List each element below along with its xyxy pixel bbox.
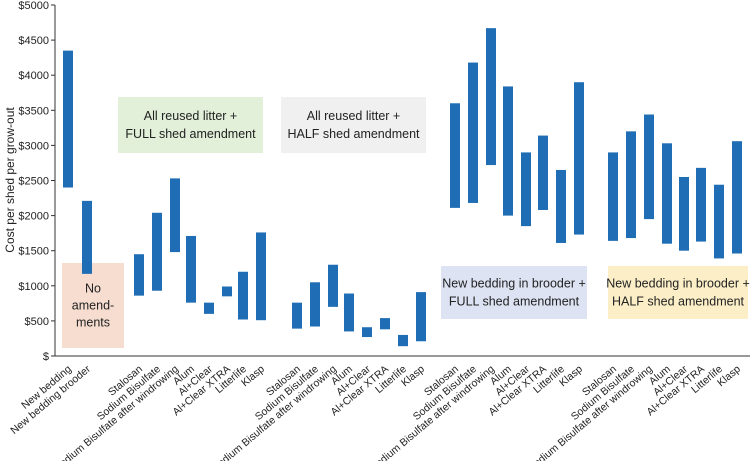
range-bar: [574, 82, 584, 235]
group-label: ments: [76, 316, 110, 330]
range-bar: [714, 184, 724, 259]
range-bar: [732, 141, 742, 254]
range-bar: [292, 302, 302, 329]
range-bar: [556, 169, 566, 243]
group-box: [608, 266, 748, 319]
annotation-boxes: No amend-ments All reused litter + FULL she…: [62, 97, 750, 348]
group-label: HALF shed amendment: [612, 295, 745, 309]
y-axis-label: Cost per shed per grow-out: [3, 107, 17, 253]
range-bar: [468, 62, 478, 203]
y-tick-label: $3000: [18, 140, 49, 152]
range-bar: [503, 86, 513, 216]
range-bar: [696, 167, 706, 242]
range-bar: [310, 282, 320, 327]
group-label: New bedding in brooder +: [606, 277, 750, 291]
y-tick-label: $3500: [18, 105, 49, 117]
y-tick-label: $1000: [18, 281, 49, 293]
y-tick-label: $4500: [18, 35, 49, 47]
group-label: FULL shed amendment: [125, 127, 256, 141]
y-tick-label: $2500: [18, 176, 49, 188]
range-bar: [538, 135, 548, 210]
group-box: [118, 97, 263, 153]
range-bar: [222, 286, 232, 297]
range-bar: [256, 232, 266, 321]
range-bar: [626, 131, 636, 239]
group-label: HALF shed amendment: [287, 127, 420, 141]
group-label: amend-: [72, 299, 114, 313]
range-bar: [662, 143, 672, 244]
range-bar: [644, 114, 654, 220]
range-bar: [170, 178, 180, 253]
range-bar: [238, 271, 248, 320]
group-label: No: [85, 282, 101, 296]
range-bars: [63, 28, 742, 347]
range-bar: [608, 152, 618, 241]
range-bar: [186, 235, 196, 303]
group-label: All reused litter +: [307, 109, 400, 123]
range-bar: [328, 264, 338, 307]
range-bar: [362, 327, 372, 338]
group-box: [281, 97, 426, 153]
group-label: All reused litter +: [144, 109, 237, 123]
range-bar: [134, 254, 144, 296]
range-bar: [521, 152, 531, 227]
y-tick-label: $4000: [18, 70, 49, 82]
group-box: [441, 266, 587, 319]
range-bar: [152, 212, 162, 291]
range-bar: [398, 334, 408, 347]
range-bar: [450, 103, 460, 208]
group-box: [62, 263, 124, 348]
y-tick-label: $5000: [18, 0, 49, 12]
y-tick-label: $500: [25, 316, 49, 328]
group-label: FULL shed amendment: [449, 295, 580, 309]
group-label: New bedding in brooder +: [442, 277, 586, 291]
range-bar: [63, 50, 73, 188]
range-bar: [204, 302, 214, 314]
y-tick-label: $1500: [18, 246, 49, 258]
axes: $ $500 $1000 $1500 $2000 $2500 $3000 $3500 $4000…: [18, 0, 750, 363]
range-bar: [679, 176, 689, 251]
range-bar: [82, 200, 92, 274]
range-bar: [344, 293, 354, 332]
y-tick-label: $2000: [18, 211, 49, 223]
range-bar: [416, 292, 426, 342]
y-tick-label: $: [43, 351, 49, 363]
range-bar: [486, 28, 496, 166]
range-bar: [380, 318, 390, 330]
